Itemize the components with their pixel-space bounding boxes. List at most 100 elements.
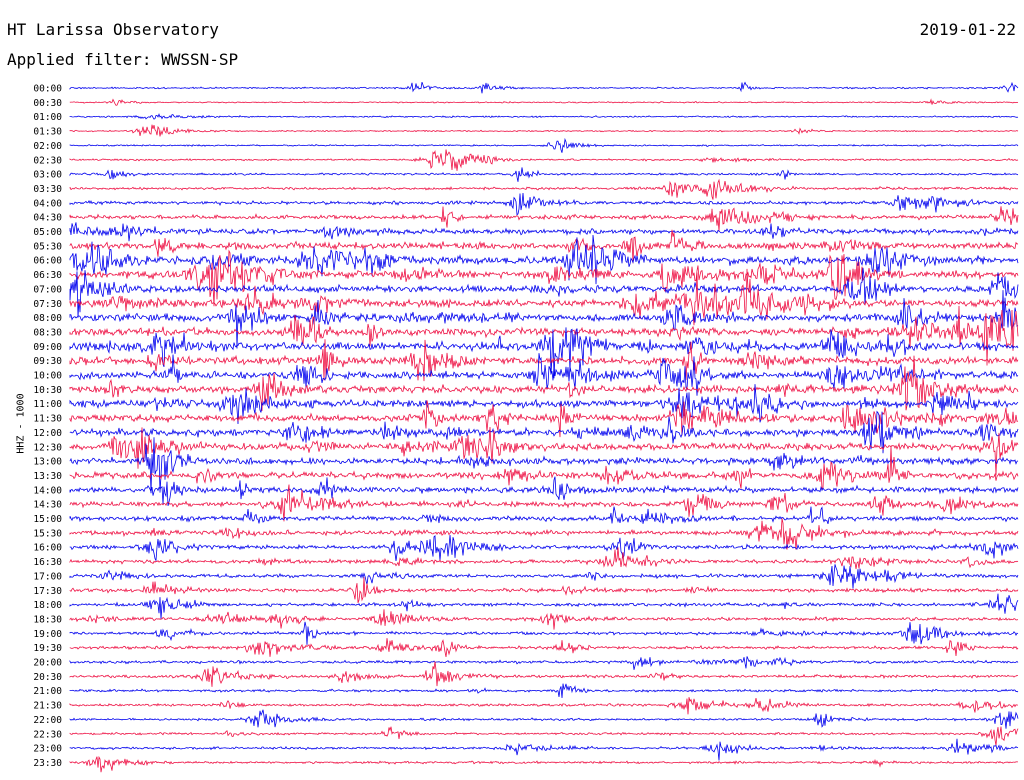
station-title: HT Larissa Observatory: [7, 20, 219, 39]
trace-row-1800: [69, 593, 1019, 620]
trace-row-0800: [69, 290, 1019, 349]
time-tick-label: 23:00: [33, 744, 62, 755]
time-tick-label: 15:30: [33, 528, 62, 539]
trace-row-1830: [69, 609, 1019, 630]
trace-row-0700: [69, 267, 1019, 318]
time-tick-label: 09:00: [33, 342, 62, 353]
trace-row-0430: [69, 206, 1019, 232]
time-tick-label: 10:00: [33, 371, 62, 382]
trace-row-0100: [69, 113, 1019, 120]
time-tick-label: 20:00: [33, 658, 62, 669]
trace-row-1130: [69, 400, 1019, 438]
time-tick-label: 18:00: [33, 600, 62, 611]
trace-row-0330: [69, 178, 1019, 200]
trace-row-2100: [69, 683, 1019, 699]
time-tick-label: 07:00: [33, 284, 62, 295]
time-tick-label: 11:30: [33, 414, 62, 425]
time-tick-label: 15:00: [33, 514, 62, 525]
time-tick-label: 19:00: [33, 629, 62, 640]
trace-row-0930: [69, 339, 1019, 382]
trace-row-0030: [69, 98, 1019, 106]
trace-row-1630: [69, 547, 1019, 570]
time-tick-label: 03:00: [33, 170, 62, 181]
trace-row-0900: [69, 327, 1019, 379]
time-tick-label: 07:30: [33, 299, 62, 310]
trace-row-2300: [69, 738, 1019, 761]
trace-row-0400: [69, 192, 1019, 216]
time-tick-label: 04:00: [33, 198, 62, 209]
time-tick-label: 21:30: [33, 701, 62, 712]
trace-row-1030: [69, 355, 1019, 412]
trace-row-1100: [69, 384, 1019, 425]
time-tick-label: 04:30: [33, 213, 62, 224]
time-tick-label: 09:30: [33, 356, 62, 367]
trace-row-0530: [69, 229, 1019, 264]
time-tick-label: 17:30: [33, 586, 62, 597]
trace-row-1400: [69, 476, 1019, 506]
time-tick-label: 14:00: [33, 485, 62, 496]
time-tick-label: 21:00: [33, 686, 62, 697]
trace-row-0630: [69, 249, 1019, 307]
trace-row-2330: [69, 755, 1018, 773]
time-tick-label: 08:30: [33, 327, 62, 338]
trace-row-0300: [69, 167, 1019, 182]
trace-row-1430: [69, 484, 1019, 522]
time-tick-label: 02:30: [33, 155, 62, 166]
time-tick-label: 20:30: [33, 672, 62, 683]
trace-row-0000: [69, 81, 1019, 94]
trace-row-1330: [69, 445, 1019, 491]
trace-row-1930: [69, 638, 1019, 657]
trace-row-0730: [69, 268, 1019, 326]
trace-row-0600: [69, 234, 1019, 285]
time-tick-label: 05:00: [33, 227, 62, 238]
time-tick-label: 05:30: [33, 241, 62, 252]
time-tick-label: 16:30: [33, 557, 62, 568]
trace-row-1300: [69, 437, 1019, 494]
trace-row-0130: [69, 124, 1019, 137]
time-tick-label: 19:30: [33, 643, 62, 654]
time-tick-label: 13:30: [33, 471, 62, 482]
trace-row-1200: [69, 410, 1019, 454]
time-tick-label: 18:30: [33, 614, 62, 625]
time-tick-label: 17:00: [33, 571, 62, 582]
time-tick-label: 01:00: [33, 112, 62, 123]
trace-row-2130: [69, 697, 1019, 715]
trace-row-1230: [69, 426, 1019, 476]
time-tick-label: 01:30: [33, 127, 62, 138]
time-tick-label: 03:30: [33, 184, 62, 195]
time-tick-label: 12:00: [33, 428, 62, 439]
trace-row-0830: [69, 305, 1019, 366]
trace-row-1530: [69, 518, 1019, 550]
time-tick-label: 12:30: [33, 442, 62, 453]
time-tick-label: 11:00: [33, 399, 62, 410]
time-tick-label: 23:30: [33, 758, 62, 769]
time-tick-label: 14:30: [33, 500, 62, 511]
trace-row-2030: [69, 661, 1018, 687]
trace-row-2230: [69, 726, 1019, 746]
trace-row-1600: [69, 534, 1019, 562]
trace-row-1500: [69, 506, 1019, 525]
time-tick-label: 08:00: [33, 313, 62, 324]
time-tick-label: 00:30: [33, 98, 62, 109]
trace-row-0230: [69, 149, 1019, 171]
trace-row-1700: [69, 564, 1019, 589]
time-tick-label: 13:00: [33, 457, 62, 468]
trace-row-2000: [69, 656, 1019, 670]
trace-row-0500: [69, 222, 1019, 242]
time-tick-label: 02:00: [33, 141, 62, 152]
time-tick-label: 06:00: [33, 256, 62, 267]
time-tick-label: 06:30: [33, 270, 62, 281]
time-tick-label: 22:00: [33, 715, 62, 726]
time-tick-label: 00:00: [33, 84, 62, 95]
time-tick-label: 10:30: [33, 385, 62, 396]
trace-row-1900: [69, 621, 1019, 645]
time-tick-labels: 00:00 00:30 01:00 01:30 02:00 02:30 03:00 03:30…: [33, 84, 62, 769]
seismic-traces: [69, 81, 1019, 773]
filter-label: Applied filter: WWSSN-SP: [7, 50, 239, 69]
time-tick-label: 16:00: [33, 543, 62, 554]
trace-row-1000: [69, 353, 1019, 396]
trace-row-1730: [69, 577, 1019, 604]
time-tick-label: 22:30: [33, 729, 62, 740]
trace-row-2200: [69, 709, 1019, 729]
